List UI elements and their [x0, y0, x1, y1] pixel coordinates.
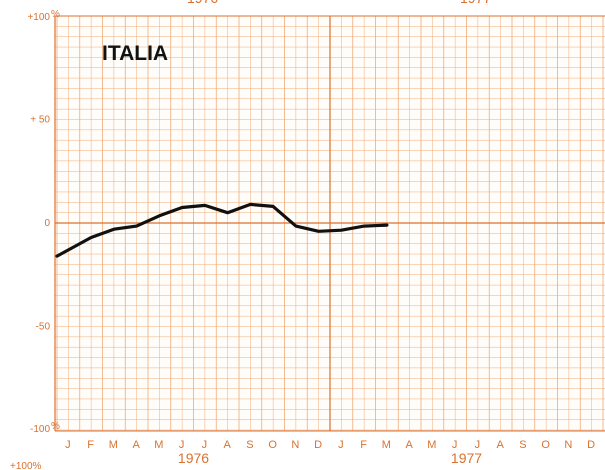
- x-tick-label: M: [109, 439, 119, 451]
- y-tick-label: 0: [44, 218, 50, 229]
- y-tick-label-next: +100%: [10, 461, 42, 470]
- x-tick-label: F: [87, 439, 95, 451]
- x-tick-label: A: [496, 439, 504, 451]
- x-tick-label: J: [202, 439, 209, 451]
- x-tick-label: O: [541, 439, 551, 451]
- y-tick-label: +100: [27, 12, 50, 23]
- top-year-label: 1977: [460, 0, 491, 6]
- x-tick-label: A: [405, 439, 413, 451]
- chart-title: ITALIA: [102, 42, 168, 65]
- x-tick-label: J: [452, 439, 459, 451]
- year-label: 1976: [178, 450, 209, 466]
- y-axis-ticks: +100 %+ 500-50-100 %+100%: [10, 9, 60, 470]
- x-tick-label: A: [223, 439, 231, 451]
- x-tick-label: D: [587, 439, 596, 451]
- y-unit-label: %: [51, 421, 60, 432]
- x-tick-label: N: [564, 439, 573, 451]
- x-tick-label: N: [291, 439, 300, 451]
- x-tick-label: O: [268, 439, 278, 451]
- x-tick-label: A: [132, 439, 140, 451]
- year-label: 1977: [451, 450, 482, 466]
- series-line: [55, 202, 389, 258]
- y-unit-label: %: [51, 9, 60, 20]
- y-tick-label: -100: [30, 424, 50, 435]
- x-tick-label: M: [154, 439, 164, 451]
- x-tick-label: S: [519, 439, 527, 451]
- series: [55, 202, 389, 258]
- top-year-label: 1976: [187, 0, 218, 6]
- x-tick-label: F: [360, 439, 368, 451]
- y-tick-label: + 50: [30, 115, 50, 126]
- major-grid: [54, 15, 605, 432]
- x-tick-label: J: [179, 439, 186, 451]
- x-axis-ticks: J F M A M J J A S O N D J F M A M J J A S O N D 1976 1977 1976 1977: [65, 0, 596, 466]
- x-tick-label: J: [475, 439, 482, 451]
- x-tick-label: M: [382, 439, 392, 451]
- y-tick-label: -50: [36, 322, 51, 333]
- x-tick-label: S: [246, 439, 254, 451]
- x-tick-label: J: [65, 439, 72, 451]
- x-tick-label: D: [314, 439, 323, 451]
- x-tick-label: M: [427, 439, 437, 451]
- x-tick-label: J: [338, 439, 345, 451]
